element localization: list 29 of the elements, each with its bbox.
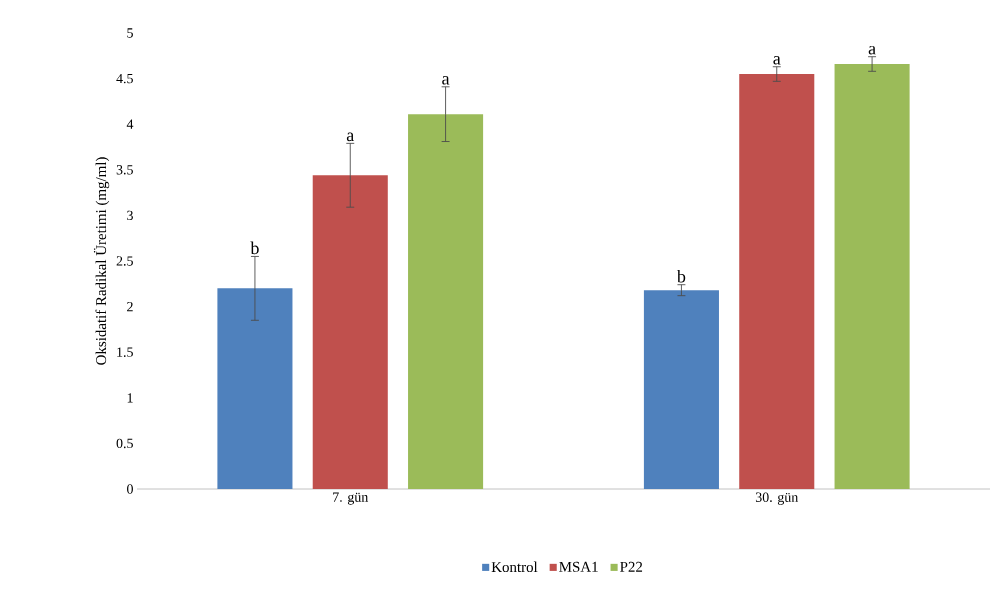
y-tick-label: 1 <box>127 393 133 403</box>
annotation: a <box>442 76 450 85</box>
y-tick-label: 0 <box>127 484 133 494</box>
y-tick-label: 1.5 <box>117 347 133 357</box>
bar <box>312 175 388 489</box>
annotation: a <box>868 45 876 55</box>
y-axis-title: Oksidatif Radikal Üretimi (mg/ml) <box>93 157 110 365</box>
annotation: a <box>773 55 781 65</box>
annotation: b <box>676 269 686 283</box>
y-tick-label: 4.5 <box>116 73 133 84</box>
bar <box>217 288 293 489</box>
y-tick-label: 2.5 <box>116 256 133 266</box>
bar <box>408 114 484 489</box>
bar <box>739 74 815 489</box>
y-tick-label: 0.5 <box>116 438 133 449</box>
legend-label: Kontrol <box>491 561 538 573</box>
legend-label: P22 <box>620 561 643 572</box>
y-tick-label: 3 <box>127 210 133 221</box>
y-tick-label: 4 <box>126 119 134 129</box>
x-tick-label: 30. gün <box>755 492 799 505</box>
bar <box>643 290 719 489</box>
x-tick-label: 7. gün <box>333 492 369 505</box>
y-tick-label: 5 <box>127 28 133 38</box>
annotation: b <box>250 241 259 255</box>
y-tick-label: 2 <box>127 301 133 312</box>
y-tick-label: 3.5 <box>116 165 133 175</box>
legend-label: MSA1 <box>559 561 598 572</box>
bar <box>834 64 910 489</box>
annotation: a <box>346 132 354 142</box>
